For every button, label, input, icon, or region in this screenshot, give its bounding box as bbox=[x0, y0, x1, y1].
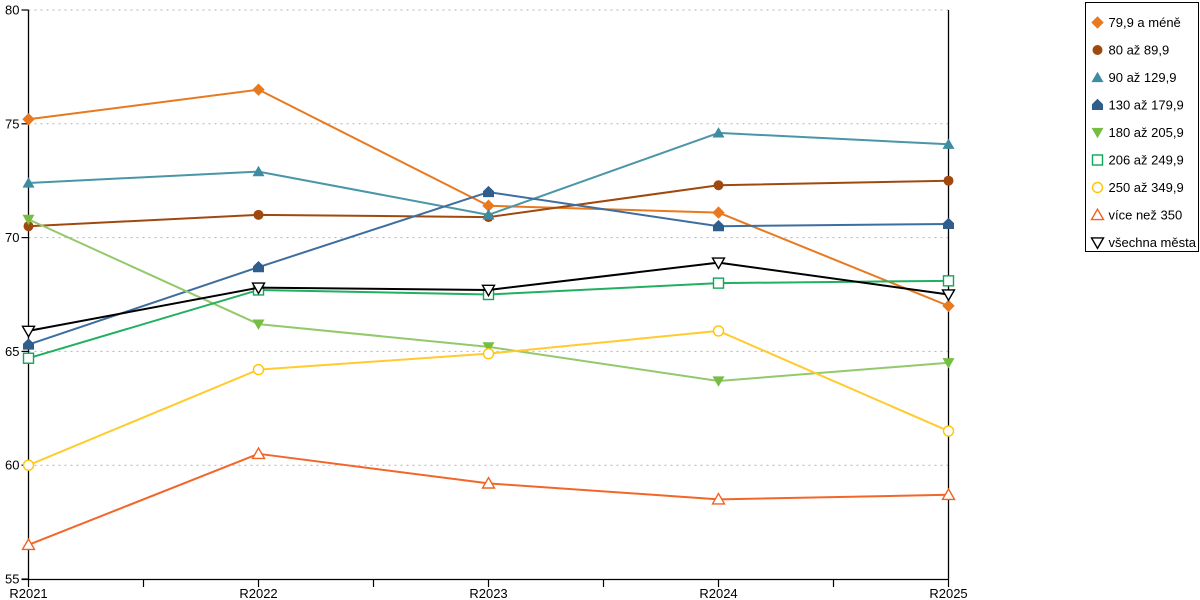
series-7 bbox=[21, 446, 956, 551]
legend-triangle-down-icon bbox=[1091, 127, 1104, 139]
series-line bbox=[27, 88, 950, 307]
legend-item: 90 až 129,9 bbox=[1091, 70, 1177, 85]
data-point-marker bbox=[251, 282, 266, 295]
data-point-marker bbox=[941, 289, 956, 302]
data-point-marker bbox=[712, 206, 725, 219]
x-tick-label: R2025 bbox=[929, 586, 967, 600]
legend-label: 130 až 179,9 bbox=[1109, 98, 1184, 113]
y-tick-label: 55 bbox=[5, 572, 19, 587]
data-point-marker bbox=[252, 363, 265, 376]
legend-item: všechna města bbox=[1090, 235, 1197, 250]
x-tick-label: R2022 bbox=[239, 586, 277, 600]
data-point-marker bbox=[22, 459, 35, 471]
series-4 bbox=[22, 214, 955, 387]
series-3 bbox=[23, 185, 954, 350]
data-point-marker bbox=[253, 260, 264, 273]
data-point-marker bbox=[942, 358, 955, 369]
data-point-marker bbox=[23, 221, 34, 232]
data-point-marker bbox=[711, 257, 726, 270]
data-point-marker bbox=[482, 342, 495, 353]
data-point-marker bbox=[21, 537, 36, 551]
y-tick-label: 80 bbox=[5, 3, 19, 18]
data-point-marker bbox=[482, 347, 495, 360]
data-point-marker bbox=[482, 199, 495, 212]
series-0 bbox=[22, 83, 955, 313]
legend-pentagon-icon bbox=[1092, 98, 1103, 110]
data-point-marker bbox=[21, 325, 36, 339]
data-point-marker bbox=[252, 165, 265, 177]
legend-label: 180 až 205,9 bbox=[1109, 125, 1184, 140]
legend-item: 206 až 249,9 bbox=[1091, 153, 1184, 168]
data-point-marker bbox=[712, 325, 725, 337]
legend-label: 80 až 89,9 bbox=[1109, 43, 1170, 58]
legend-label: 206 až 249,9 bbox=[1109, 153, 1184, 168]
series-2 bbox=[22, 127, 955, 220]
legend-item: 250 až 349,9 bbox=[1091, 180, 1184, 195]
data-point-marker bbox=[252, 319, 265, 330]
legend-diamond-icon bbox=[1091, 16, 1104, 29]
y-tick-label: 60 bbox=[5, 458, 19, 473]
data-point-marker bbox=[713, 180, 724, 191]
data-point-marker bbox=[942, 299, 955, 313]
data-point-marker bbox=[943, 217, 954, 229]
legend-item: 180 až 205,9 bbox=[1091, 125, 1184, 140]
data-point-marker bbox=[711, 492, 726, 505]
legend-square-icon bbox=[1091, 154, 1104, 166]
legend-triangle-up-icon bbox=[1090, 207, 1105, 221]
data-point-marker bbox=[22, 214, 35, 226]
data-point-marker bbox=[252, 83, 265, 96]
data-point-marker bbox=[712, 127, 725, 138]
data-point-marker bbox=[481, 476, 496, 489]
y-tick-label: 65 bbox=[5, 344, 19, 359]
data-point-marker bbox=[941, 487, 956, 501]
data-point-marker bbox=[253, 209, 264, 220]
data-point-marker bbox=[942, 425, 955, 437]
x-tick-label: R2023 bbox=[469, 586, 507, 600]
series-6 bbox=[22, 325, 955, 471]
legend-label: více než 350 bbox=[1109, 208, 1183, 223]
y-tick-label: 75 bbox=[5, 116, 19, 131]
data-point-marker bbox=[942, 138, 955, 149]
data-point-marker bbox=[713, 220, 724, 232]
x-tick-label: R2021 bbox=[9, 586, 47, 600]
data-point-marker bbox=[483, 185, 494, 198]
data-point-marker bbox=[481, 284, 496, 298]
legend-label: 250 až 349,9 bbox=[1109, 180, 1184, 195]
legend-label: všechna města bbox=[1109, 235, 1197, 250]
legend-item: více než 350 bbox=[1090, 207, 1183, 223]
legend-circle-icon bbox=[1091, 181, 1104, 194]
data-point-marker bbox=[482, 209, 495, 220]
data-point-marker bbox=[22, 177, 35, 188]
x-tick-label: R2024 bbox=[699, 586, 737, 600]
data-point-marker bbox=[251, 446, 266, 460]
legend-box bbox=[1085, 2, 1199, 252]
legend-triangle-down-icon bbox=[1090, 237, 1105, 250]
data-point-marker bbox=[942, 275, 955, 287]
data-point-marker bbox=[22, 352, 35, 364]
data-point-marker bbox=[22, 113, 35, 126]
data-point-marker bbox=[712, 376, 725, 387]
legend-circle-icon bbox=[1092, 45, 1103, 55]
data-point-marker bbox=[712, 277, 725, 289]
legend-item: 80 až 89,9 bbox=[1092, 43, 1170, 58]
data-point-marker bbox=[943, 175, 954, 186]
legend-triangle-up-icon bbox=[1091, 71, 1104, 83]
series-line bbox=[27, 452, 950, 546]
legend-item: 130 až 179,9 bbox=[1092, 98, 1184, 113]
legend-label: 79,9 a méně bbox=[1109, 15, 1181, 30]
legend-label: 90 až 129,9 bbox=[1109, 70, 1177, 85]
y-tick-label: 70 bbox=[5, 230, 19, 245]
data-point-marker bbox=[23, 338, 34, 350]
legend-item: 79,9 a méně bbox=[1091, 15, 1181, 30]
series-8 bbox=[21, 257, 956, 339]
